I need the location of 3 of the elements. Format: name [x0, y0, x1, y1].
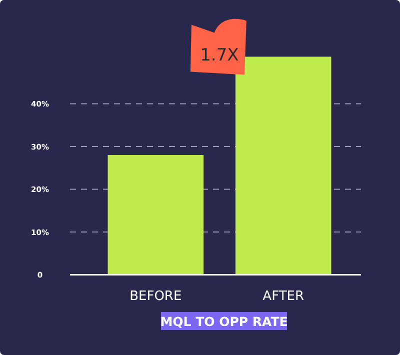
x-tick-label: BEFORE	[130, 289, 182, 304]
x-tick-label: AFTER	[262, 289, 304, 304]
annotation: 1.7X	[200, 46, 240, 66]
